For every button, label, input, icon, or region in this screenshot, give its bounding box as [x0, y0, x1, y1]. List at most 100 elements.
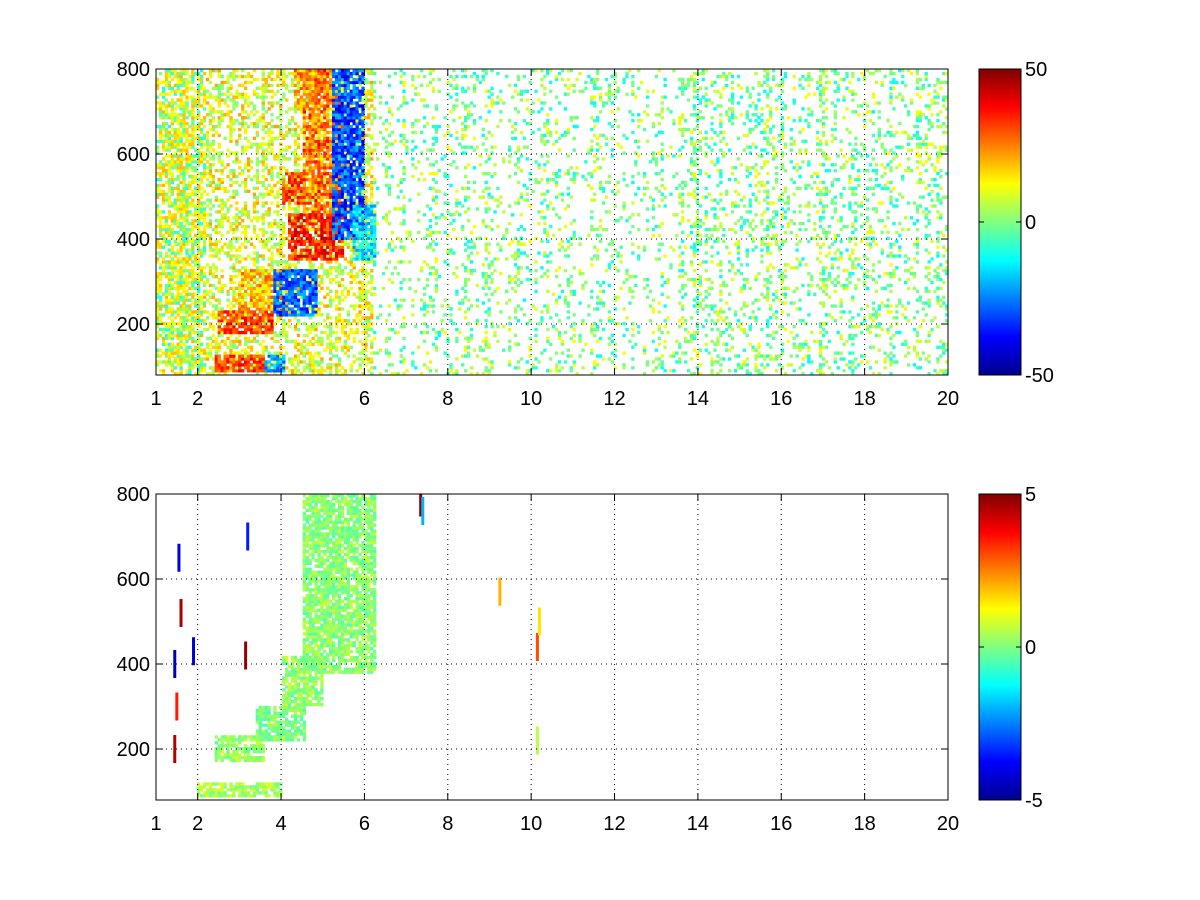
heatmap-cell [332, 171, 336, 176]
heatmap-cell [188, 254, 192, 258]
heatmap-cell [208, 239, 213, 243]
heatmap-cell [191, 101, 195, 105]
heatmap-cell [173, 160, 177, 164]
heatmap-cell [267, 354, 271, 358]
heatmap-cell [367, 280, 371, 285]
heatmap-cell [156, 277, 160, 282]
heatmap-cell [337, 133, 342, 138]
heatmap-cell [182, 166, 186, 170]
heatmap-cell [367, 169, 371, 173]
heatmap-cell [185, 277, 189, 282]
heatmap-cell [305, 124, 309, 129]
heatmap-cell [340, 113, 345, 117]
heatmap-cell [302, 80, 306, 85]
heatmap-cell [200, 186, 204, 191]
heatmap-cell [355, 251, 359, 255]
heatmap-cell [179, 174, 183, 179]
heatmap-cell [299, 257, 304, 261]
heatmap-cell [370, 183, 374, 188]
heatmap-cell [258, 266, 262, 270]
heatmap-cell [293, 130, 298, 135]
heatmap-cell [352, 151, 356, 155]
heatmap-cell [170, 307, 174, 311]
heatmap-cell [290, 107, 295, 111]
heatmap-cell [343, 71, 348, 76]
heatmap-cell [290, 83, 295, 88]
heatmap-cell [191, 313, 195, 317]
heatmap-cell [185, 127, 189, 132]
heatmap-cell [314, 257, 318, 261]
heatmap-cell [238, 216, 242, 220]
heatmap-cell [399, 80, 403, 85]
heatmap-cell [252, 210, 257, 214]
heatmap-cell [317, 154, 321, 158]
heatmap-cell [329, 366, 333, 370]
heatmap-cell [364, 183, 368, 188]
heatmap-cell [270, 345, 274, 349]
heatmap-cell [211, 110, 216, 114]
heatmap-cell [273, 357, 277, 361]
heatmap-cell [202, 245, 207, 249]
heatmap-cell [364, 245, 368, 249]
heatmap-cell [164, 127, 169, 132]
heatmap-cell [299, 277, 304, 282]
heatmap-cell [337, 201, 342, 205]
heatmap-cell [182, 180, 186, 185]
heatmap-cell [402, 336, 406, 341]
heatmap-cell [185, 169, 189, 173]
heatmap-cell [188, 166, 192, 170]
heatmap-cell [349, 363, 353, 367]
heatmap-cell [229, 151, 233, 155]
heatmap-cell [273, 219, 277, 223]
heatmap-cell [182, 301, 186, 305]
heatmap-cell [349, 180, 353, 185]
heatmap-cell [167, 239, 172, 243]
heatmap-cell [197, 171, 201, 176]
heatmap-cell [223, 92, 227, 96]
heatmap-cell [346, 113, 350, 117]
heatmap-cell [285, 74, 289, 79]
heatmap-cell [349, 366, 353, 370]
heatmap-cell [214, 219, 218, 223]
heatmap-cell [340, 174, 345, 179]
heatmap-cell [179, 210, 183, 214]
heatmap-cell [255, 86, 260, 90]
heatmap-cell [200, 160, 204, 164]
heatmap-cell [340, 298, 345, 302]
heatmap-cell [261, 266, 265, 270]
heatmap-cell [349, 145, 353, 149]
heatmap-cell [349, 257, 353, 261]
heatmap-cell [220, 216, 224, 220]
heatmap-cell [308, 242, 312, 246]
heatmap-cell [326, 89, 330, 93]
heatmap-cell [302, 127, 306, 132]
heatmap-cell [290, 183, 295, 188]
heatmap-cell [179, 107, 183, 111]
heatmap-cell [288, 186, 292, 191]
heatmap-cell [173, 327, 177, 332]
heatmap-cell [252, 104, 257, 108]
heatmap-cell [270, 104, 274, 108]
heatmap-cell [387, 110, 392, 114]
heatmap-cell [264, 86, 268, 90]
heatmap-cell [276, 201, 280, 205]
heatmap-cell [402, 204, 406, 208]
heatmap-cell [158, 139, 163, 143]
heatmap-cell [355, 327, 359, 332]
heatmap-cell [290, 313, 295, 317]
heatmap-cell [261, 104, 265, 108]
heatmap-cell [176, 222, 180, 226]
heatmap-cell [332, 86, 336, 90]
heatmap-cell [311, 272, 315, 276]
heatmap-cell [343, 174, 348, 179]
heatmap-cell [302, 77, 306, 82]
heatmap-cell [232, 216, 236, 220]
heatmap-cell [170, 189, 174, 193]
heatmap-cell [246, 216, 251, 220]
heatmap-cell [232, 121, 236, 126]
heatmap-cell [170, 110, 174, 114]
heatmap-cell [167, 177, 172, 182]
heatmap-cell [229, 354, 233, 358]
heatmap-cell [314, 130, 318, 135]
heatmap-cell [179, 171, 183, 176]
